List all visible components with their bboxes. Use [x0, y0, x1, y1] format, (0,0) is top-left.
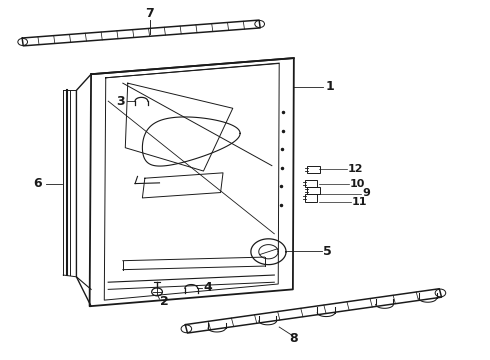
- Text: 12: 12: [347, 163, 363, 174]
- Text: 9: 9: [363, 188, 370, 198]
- Text: 8: 8: [290, 332, 298, 345]
- Text: 10: 10: [350, 179, 366, 189]
- Text: 6: 6: [33, 177, 42, 190]
- Text: 5: 5: [323, 244, 332, 257]
- Text: 4: 4: [203, 281, 212, 294]
- Text: 7: 7: [146, 7, 154, 20]
- Text: 3: 3: [117, 95, 125, 108]
- Text: 11: 11: [351, 197, 367, 207]
- Text: 2: 2: [160, 295, 169, 308]
- Text: 1: 1: [326, 80, 334, 93]
